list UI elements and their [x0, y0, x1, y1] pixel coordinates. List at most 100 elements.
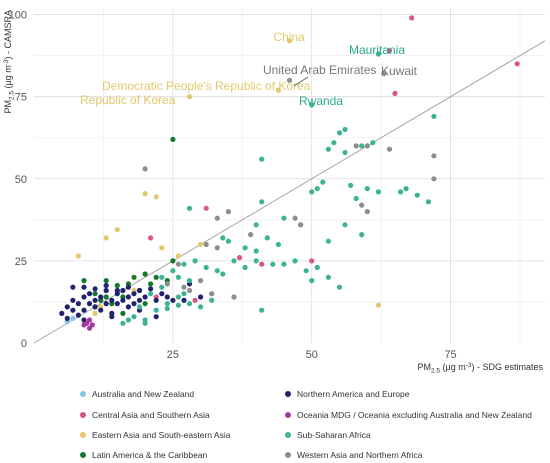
data-point-series-1 [309, 258, 315, 264]
data-point-series-6 [153, 307, 159, 313]
data-point-series-4 [64, 315, 70, 321]
y-tick-label: 100 [9, 10, 27, 22]
data-point-series-3 [170, 136, 176, 142]
data-point-series-6 [203, 264, 209, 271]
data-point-series-1 [514, 61, 520, 67]
annotation-label: Democratic People's Republic of Korea [102, 79, 311, 93]
annotation-label: Kuwait [381, 64, 418, 78]
annotation-leader-line [293, 76, 309, 87]
data-point-series-7 [181, 284, 187, 290]
data-point-series-4 [198, 294, 204, 300]
data-point-series-4 [98, 294, 104, 300]
data-point-series-3 [103, 278, 109, 284]
annotation-label: Mauritania [349, 43, 405, 57]
data-point-series-6 [231, 258, 237, 264]
data-point-series-7 [364, 143, 370, 149]
data-point-series-2 [198, 241, 204, 248]
data-point-series-4 [70, 307, 76, 313]
annotations: China Mauritania United Arab Emirates Kuwai… [80, 30, 418, 108]
data-point-series-6 [292, 258, 298, 264]
data-point-series-4 [114, 287, 120, 294]
data-point-series-6 [314, 186, 320, 192]
data-point-series-6 [159, 274, 165, 280]
data-point-series-1 [192, 297, 198, 303]
data-point-series-6 [331, 140, 337, 146]
legend-swatch [80, 452, 86, 458]
legend-swatch [80, 412, 86, 418]
data-point-series-6 [342, 126, 348, 133]
data-point-series-6 [164, 301, 170, 307]
data-point-series-3 [142, 271, 148, 277]
data-point-series-6 [148, 291, 154, 297]
data-point-series-6 [259, 156, 265, 162]
data-point-series-4 [103, 282, 109, 289]
data-point-series-4 [75, 301, 81, 307]
data-point-series-4 [120, 287, 126, 294]
data-point-series-4 [170, 297, 176, 303]
data-point-series-6 [170, 268, 176, 274]
data-point-series-6 [325, 238, 331, 244]
data-point-series-7 [353, 143, 359, 149]
data-point-series-1 [409, 15, 415, 21]
data-point-series-4 [59, 310, 65, 316]
data-point-series-3 [142, 301, 148, 307]
data-point-series-6 [336, 284, 343, 290]
data-point-series-4 [92, 304, 98, 310]
data-point-series-4 [75, 312, 81, 318]
data-point-series-4 [153, 314, 159, 320]
data-point-series-3 [153, 274, 159, 280]
data-point-series-7 [175, 261, 181, 267]
data-point-series-6 [186, 278, 193, 284]
data-point-series-6 [348, 182, 354, 188]
data-point-series-3 [92, 291, 98, 297]
annotation-label: Rwanda [299, 94, 343, 108]
legend-label: Northern America and Europe [297, 389, 410, 399]
data-point-series-6 [242, 264, 248, 271]
data-point-series-6 [431, 113, 437, 119]
legend-swatch [285, 452, 291, 458]
data-point-series-6 [214, 268, 220, 274]
data-point-series-6 [336, 130, 343, 136]
data-point-series-6 [186, 301, 193, 307]
data-point-series-1 [392, 90, 398, 96]
data-point-series-4 [181, 297, 187, 303]
y-tick-label: 50 [15, 174, 27, 186]
data-point-series-6 [259, 307, 265, 313]
x-tick-label: 75 [444, 349, 456, 361]
x-tick-label: 25 [167, 349, 179, 361]
data-point-series-1 [259, 261, 265, 267]
data-point-series-6 [220, 271, 226, 277]
data-point-series-6 [159, 284, 165, 290]
data-point-series-6 [259, 199, 265, 205]
data-point-series-6 [125, 317, 131, 323]
data-point-series-6 [175, 294, 181, 300]
data-point-series-6 [320, 179, 326, 185]
data-point-series-3 [131, 274, 137, 280]
data-point-series-6 [325, 146, 331, 152]
data-point-series-4 [92, 286, 98, 292]
data-point-series-6 [186, 205, 193, 211]
data-point-series-6 [425, 199, 431, 205]
data-point-series-4 [148, 286, 154, 292]
data-point-series-4 [136, 287, 143, 294]
data-point-series-4 [81, 307, 87, 313]
data-point-series-6 [175, 302, 181, 308]
data-point-series-3 [103, 294, 109, 300]
data-point-series-6 [275, 241, 281, 248]
annotation-label: Republic of Korea [80, 93, 176, 107]
data-point-series-3 [170, 258, 176, 264]
data-point-series-4 [109, 314, 115, 320]
data-point-series-7 [142, 166, 148, 172]
data-point-series-6 [325, 274, 331, 280]
data-point-series-4 [98, 307, 104, 313]
data-point-series-2 [153, 194, 159, 200]
data-point-series-6 [398, 189, 404, 195]
data-point-series-6 [209, 297, 215, 303]
legend-label: Sub-Saharan Africa [297, 430, 371, 440]
data-point-series-4 [64, 304, 70, 310]
legend-swatch [285, 391, 291, 397]
data-point-series-5 [89, 322, 95, 328]
data-point-series-6 [220, 235, 226, 241]
legend-swatch [285, 412, 291, 418]
